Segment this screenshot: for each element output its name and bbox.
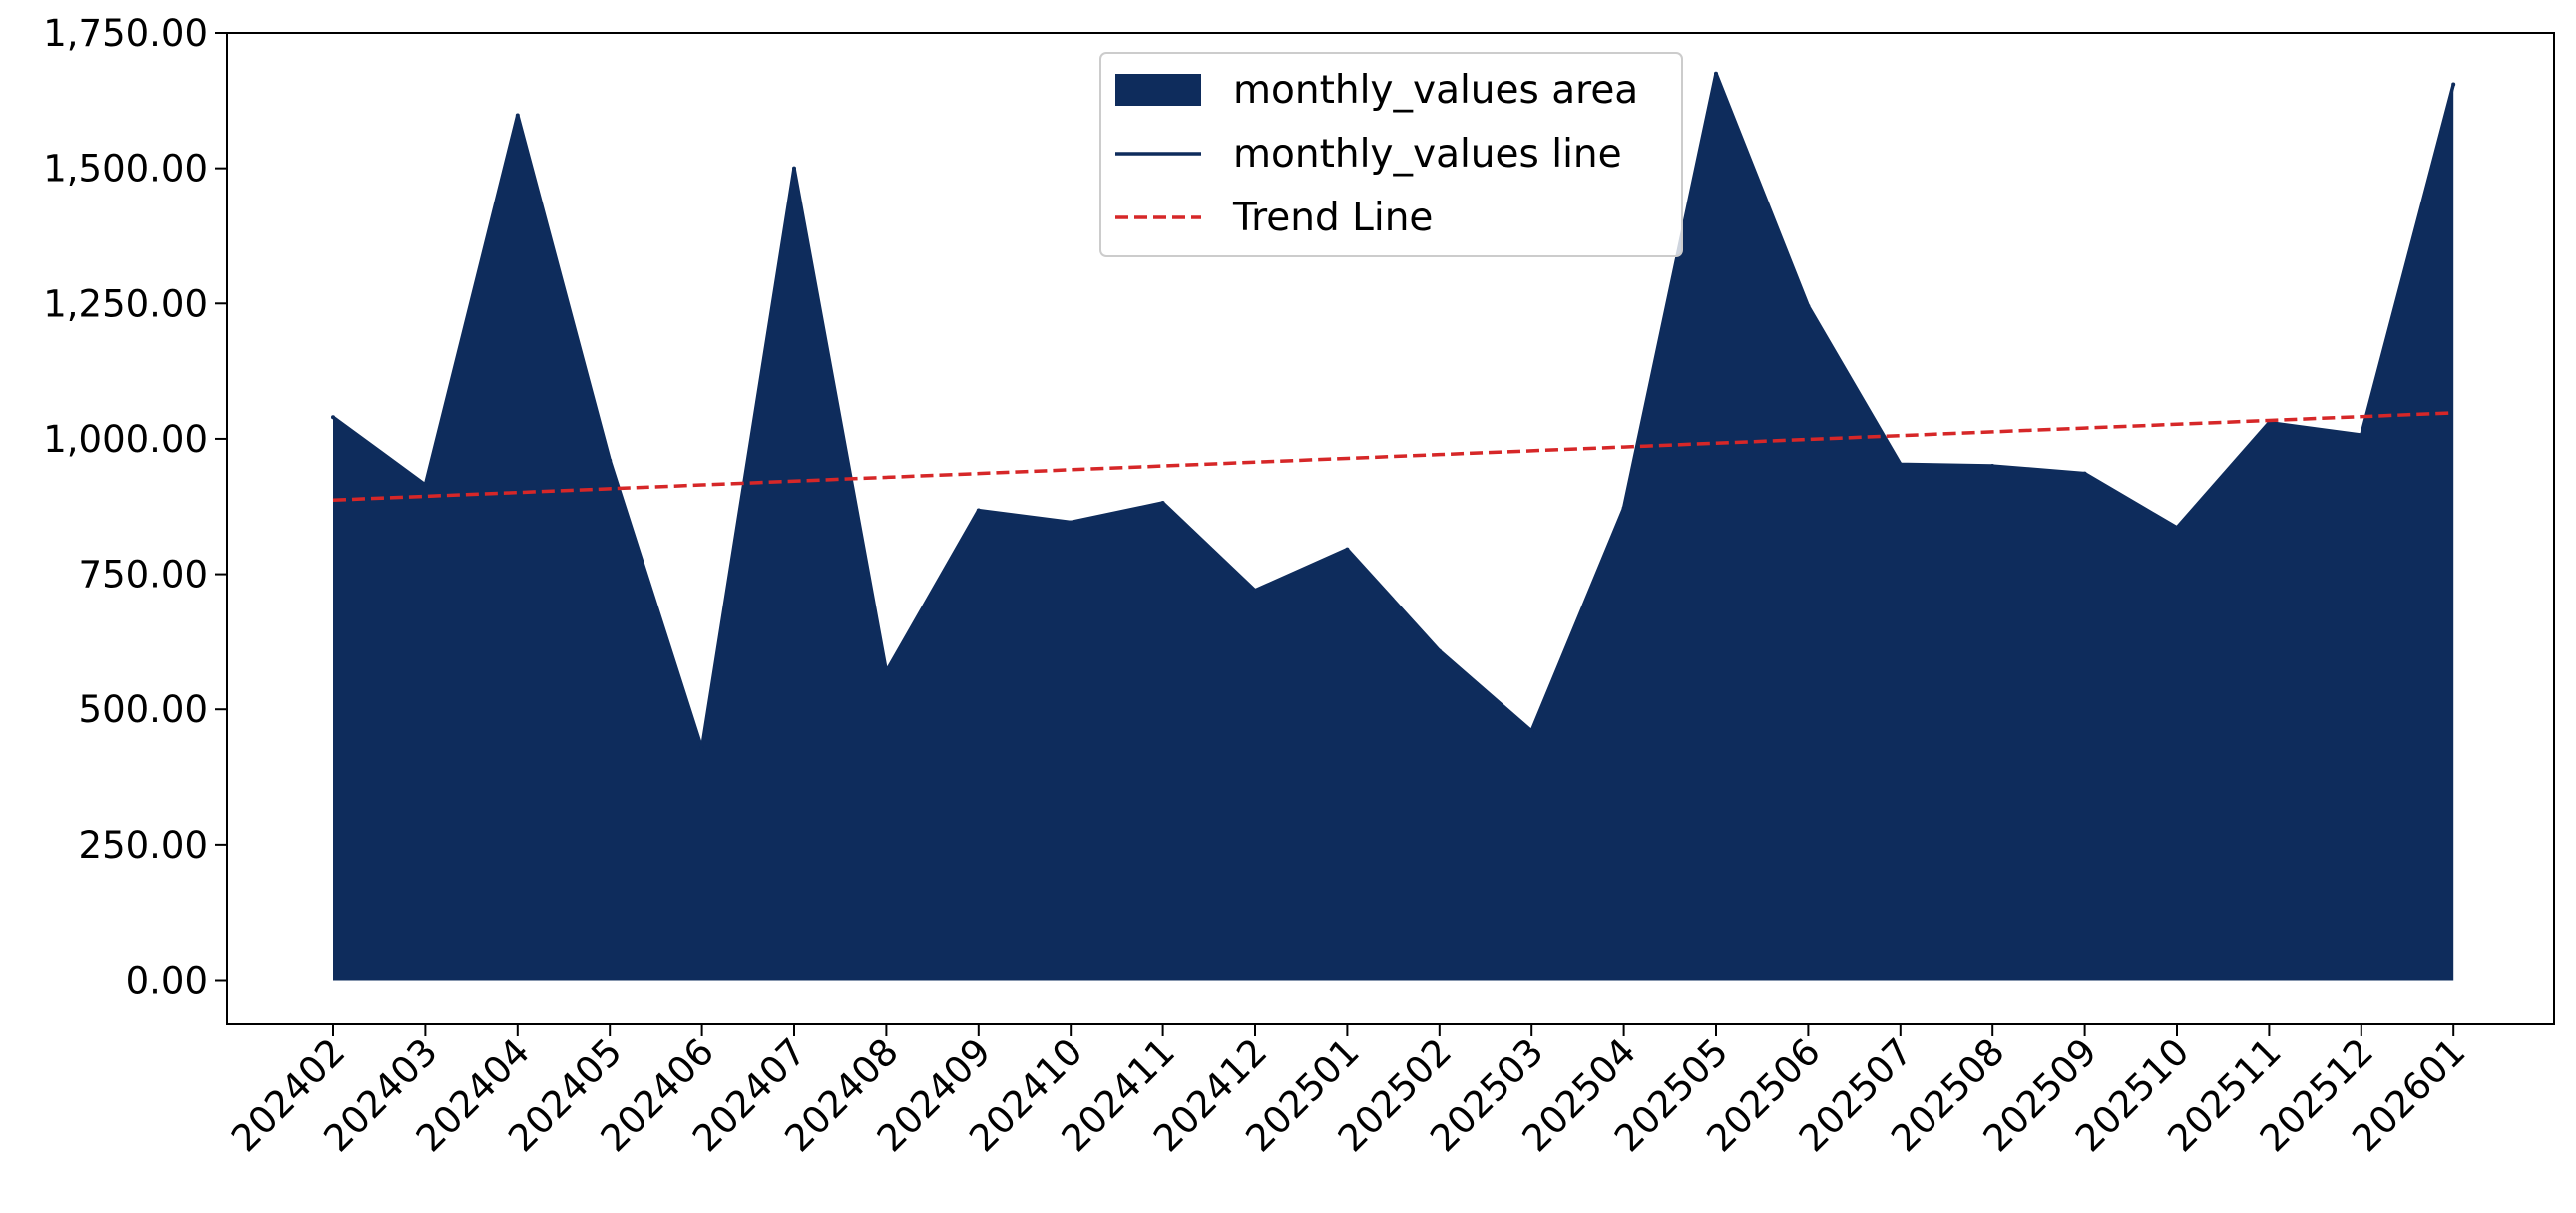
data-point [792, 166, 796, 171]
data-point [1345, 547, 1350, 552]
data-point [1437, 648, 1442, 653]
data-point [884, 669, 889, 674]
area-series-fill [333, 73, 2454, 981]
y-tick-label: 1,000.00 [43, 418, 208, 461]
data-point [1990, 464, 1995, 469]
data-point [608, 458, 613, 463]
data-point [1806, 304, 1811, 309]
data-point [1069, 520, 1073, 525]
data-point [699, 746, 704, 751]
data-point [1529, 728, 1534, 733]
y-tick-label: 0.00 [126, 960, 208, 1003]
legend-label: monthly_values line [1233, 132, 1622, 177]
legend-swatch-area [1115, 74, 1201, 106]
y-tick-label: 1,250.00 [43, 282, 208, 325]
data-point [1160, 500, 1165, 505]
legend: monthly_values area monthly_values line Tr… [1099, 52, 1683, 257]
plot-frame [226, 32, 2555, 1025]
y-tick-label: 500.00 [79, 688, 208, 731]
data-point [1898, 462, 1903, 467]
line-series [331, 71, 2455, 751]
legend-label: Trend Line [1232, 196, 1433, 240]
legend-label: monthly_values area [1233, 68, 1638, 113]
y-tick-label: 1,750.00 [43, 12, 208, 55]
data-point [1621, 506, 1626, 511]
y-tick-label: 250.00 [79, 824, 208, 867]
legend-box [1099, 52, 1683, 257]
data-point [976, 508, 981, 513]
data-point [2082, 471, 2087, 476]
plot-layer [331, 71, 2456, 981]
y-tick-label: 1,500.00 [43, 148, 208, 191]
data-point [1253, 588, 1257, 593]
data-point [2451, 82, 2456, 87]
data-point [515, 113, 520, 118]
trend-line [332, 411, 2454, 502]
data-point [2175, 525, 2179, 530]
data-point [1714, 71, 1718, 76]
data-point [331, 415, 335, 420]
data-point [2359, 433, 2363, 438]
y-tick-label: 750.00 [79, 554, 208, 597]
data-point [423, 483, 428, 488]
